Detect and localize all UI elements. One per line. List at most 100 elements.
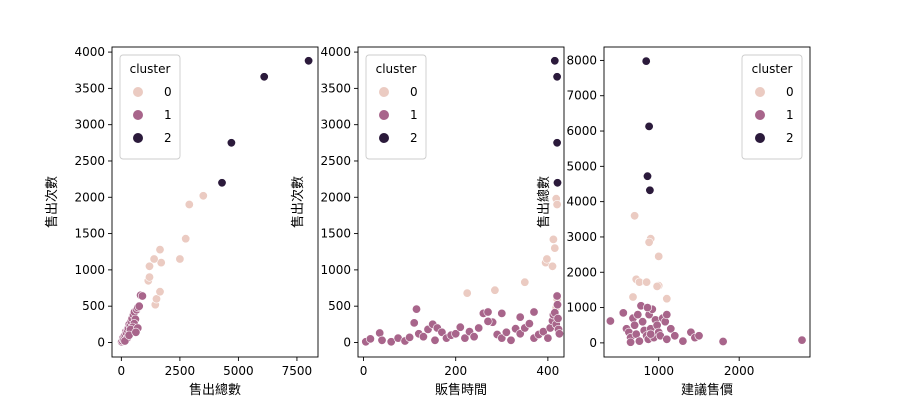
legend-marker-0 xyxy=(755,87,765,97)
y-tick-label: 3000 xyxy=(320,118,351,132)
point-cluster-2-2 xyxy=(642,171,652,181)
point-cluster-1-3 xyxy=(377,335,387,345)
point-cluster-2-0 xyxy=(550,56,560,66)
y-tick-label: 0 xyxy=(589,336,597,350)
point-cluster-2-2 xyxy=(259,72,269,82)
x-tick-label: 1000 xyxy=(643,364,674,378)
point-cluster-1-11 xyxy=(638,317,648,327)
point-cluster-1-50 xyxy=(497,308,507,318)
point-cluster-2-1 xyxy=(644,121,654,131)
scatter-panel-3: 1000 200001000200030004000500060007000800… xyxy=(536,46,811,398)
axes-frame xyxy=(357,46,565,358)
legend-label-1: 1 xyxy=(410,108,418,122)
x-tick-label: 2500 xyxy=(165,364,196,378)
point-cluster-1-11 xyxy=(418,332,428,342)
legend-label-0: 0 xyxy=(410,85,418,99)
y-tick-label: 0 xyxy=(343,335,351,349)
point-cluster-0-12 xyxy=(149,254,159,264)
point-cluster-0-10 xyxy=(198,191,208,201)
legend-label-2: 2 xyxy=(786,131,794,145)
legend-label-0: 0 xyxy=(786,85,794,99)
legend-label-2: 2 xyxy=(164,131,172,145)
point-cluster-0-9 xyxy=(184,200,194,210)
point-cluster-1-37 xyxy=(646,329,656,339)
point-cluster-1-8 xyxy=(409,318,419,328)
x-tick-label: 5000 xyxy=(223,364,254,378)
y-tick-label: 4000 xyxy=(566,195,597,209)
point-cluster-2-3 xyxy=(304,56,314,66)
point-cluster-1-46 xyxy=(552,300,562,310)
legend-marker-0 xyxy=(133,87,143,97)
legend-label-1: 1 xyxy=(164,108,172,122)
legend-label-0: 0 xyxy=(164,85,172,99)
point-cluster-1-38 xyxy=(538,327,548,337)
x-axis-label: 建議售價 xyxy=(681,382,733,398)
point-cluster-0-3 xyxy=(152,294,162,304)
point-cluster-1-9 xyxy=(411,304,421,314)
point-cluster-0-5 xyxy=(156,258,166,268)
x-tick-label: 2000 xyxy=(724,364,755,378)
legend-marker-2 xyxy=(133,133,143,143)
point-cluster-1-29 xyxy=(131,327,141,337)
point-cluster-1-19 xyxy=(451,329,461,339)
point-cluster-1-36 xyxy=(626,337,636,347)
point-cluster-1-33 xyxy=(797,335,807,345)
y-tick-label: 8000 xyxy=(566,53,597,67)
point-cluster-1-1 xyxy=(618,308,628,318)
point-cluster-1-51 xyxy=(515,312,525,322)
y-tick-label: 2000 xyxy=(74,190,105,204)
legend-title: cluster xyxy=(376,62,417,76)
y-tick-label: 3500 xyxy=(74,81,105,95)
point-cluster-1-21 xyxy=(137,291,147,301)
y-tick-label: 2000 xyxy=(566,265,597,279)
legend-label-1: 1 xyxy=(786,108,794,122)
axes-frame xyxy=(111,46,319,358)
point-cluster-0-2 xyxy=(644,237,654,247)
point-cluster-1-24 xyxy=(474,323,484,333)
y-axis-label: 售出次數 xyxy=(290,176,306,228)
point-cluster-1-49 xyxy=(554,329,564,339)
point-cluster-1-8 xyxy=(633,310,643,320)
point-cluster-0-6 xyxy=(548,234,558,244)
point-cluster-1-26 xyxy=(483,307,493,317)
point-cluster-0-0 xyxy=(145,261,155,271)
legend-box xyxy=(741,54,803,160)
legend-marker-2 xyxy=(379,133,389,143)
point-cluster-1-1 xyxy=(365,334,375,344)
point-cluster-2-3 xyxy=(552,178,562,188)
y-tick-label: 3500 xyxy=(320,81,351,95)
point-cluster-0-2 xyxy=(520,277,530,287)
y-axis-label: 售出次數 xyxy=(44,176,60,228)
point-cluster-0-7 xyxy=(550,243,560,253)
point-cluster-1-28 xyxy=(678,336,688,346)
point-cluster-0-3 xyxy=(654,251,664,261)
y-tick-label: 0 xyxy=(97,335,105,349)
point-cluster-0-4 xyxy=(155,287,165,297)
data-points xyxy=(605,56,807,347)
y-tick-label: 7000 xyxy=(566,89,597,103)
y-tick-label: 2500 xyxy=(74,154,105,168)
point-cluster-1-35 xyxy=(524,319,534,329)
point-cluster-0-10 xyxy=(652,281,662,291)
point-cluster-1-20 xyxy=(455,322,465,332)
point-cluster-2-2 xyxy=(552,138,562,148)
point-cluster-1-4 xyxy=(386,337,396,347)
x-tick-label: 0 xyxy=(118,364,126,378)
point-cluster-0-0 xyxy=(630,211,640,221)
point-cluster-0-1 xyxy=(490,285,500,295)
legend-marker-1 xyxy=(133,110,143,120)
x-tick-label: 200 xyxy=(444,364,467,378)
legend: cluster 0 1 2 xyxy=(741,54,803,160)
point-cluster-0-8 xyxy=(662,294,672,304)
point-cluster-1-35 xyxy=(642,303,652,313)
legend-label-2: 2 xyxy=(410,131,418,145)
point-cluster-1-45 xyxy=(552,291,562,301)
point-cluster-0-11 xyxy=(145,272,155,282)
legend: cluster 0 1 2 xyxy=(119,54,181,160)
data-points xyxy=(361,56,564,347)
legend-title: cluster xyxy=(752,62,793,76)
legend-box xyxy=(119,54,181,160)
legend-marker-1 xyxy=(755,110,765,120)
legend-box xyxy=(365,54,427,160)
legend-marker-2 xyxy=(755,133,765,143)
